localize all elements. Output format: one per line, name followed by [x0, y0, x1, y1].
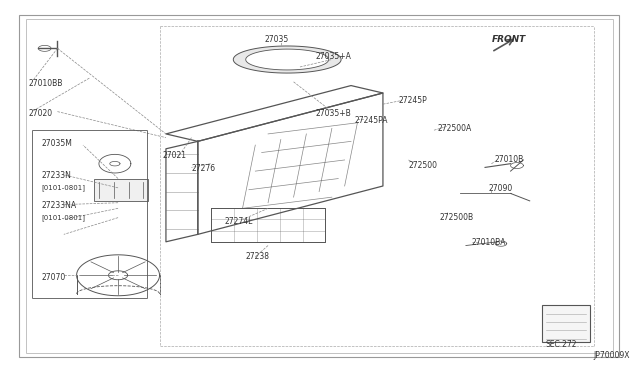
Polygon shape — [234, 46, 341, 73]
Text: 27090: 27090 — [488, 185, 513, 193]
Text: 27035M: 27035M — [42, 139, 72, 148]
Text: 27010BB: 27010BB — [29, 79, 63, 88]
Text: 27274L: 27274L — [225, 217, 253, 226]
FancyBboxPatch shape — [543, 305, 590, 342]
Text: 27010BA: 27010BA — [471, 238, 506, 247]
FancyBboxPatch shape — [19, 15, 619, 357]
Text: 272500A: 272500A — [437, 124, 472, 133]
Polygon shape — [246, 49, 329, 70]
Text: 27035+B: 27035+B — [316, 109, 351, 118]
Text: FRONT: FRONT — [492, 35, 525, 44]
Text: 27020: 27020 — [29, 109, 53, 118]
Text: 27276: 27276 — [191, 164, 216, 173]
Text: 27245PA: 27245PA — [354, 116, 388, 125]
Text: 27233NA: 27233NA — [42, 201, 77, 210]
Text: 272500: 272500 — [408, 161, 438, 170]
Text: 272500B: 272500B — [439, 213, 473, 222]
Text: 27245P: 27245P — [399, 96, 428, 105]
Text: 27035: 27035 — [265, 35, 289, 44]
Text: 27070: 27070 — [42, 273, 66, 282]
Text: 27233N: 27233N — [42, 171, 71, 180]
Text: 27010B: 27010B — [495, 155, 524, 164]
Text: [0101-0801]: [0101-0801] — [42, 214, 86, 221]
Text: JP70009X: JP70009X — [593, 351, 630, 360]
Text: 27021: 27021 — [163, 151, 187, 160]
Text: 27238: 27238 — [246, 252, 269, 261]
Text: SEC.272: SEC.272 — [546, 340, 577, 349]
Text: 27035+A: 27035+A — [316, 52, 352, 61]
FancyBboxPatch shape — [94, 179, 148, 201]
Text: [0101-0801]: [0101-0801] — [42, 185, 86, 191]
